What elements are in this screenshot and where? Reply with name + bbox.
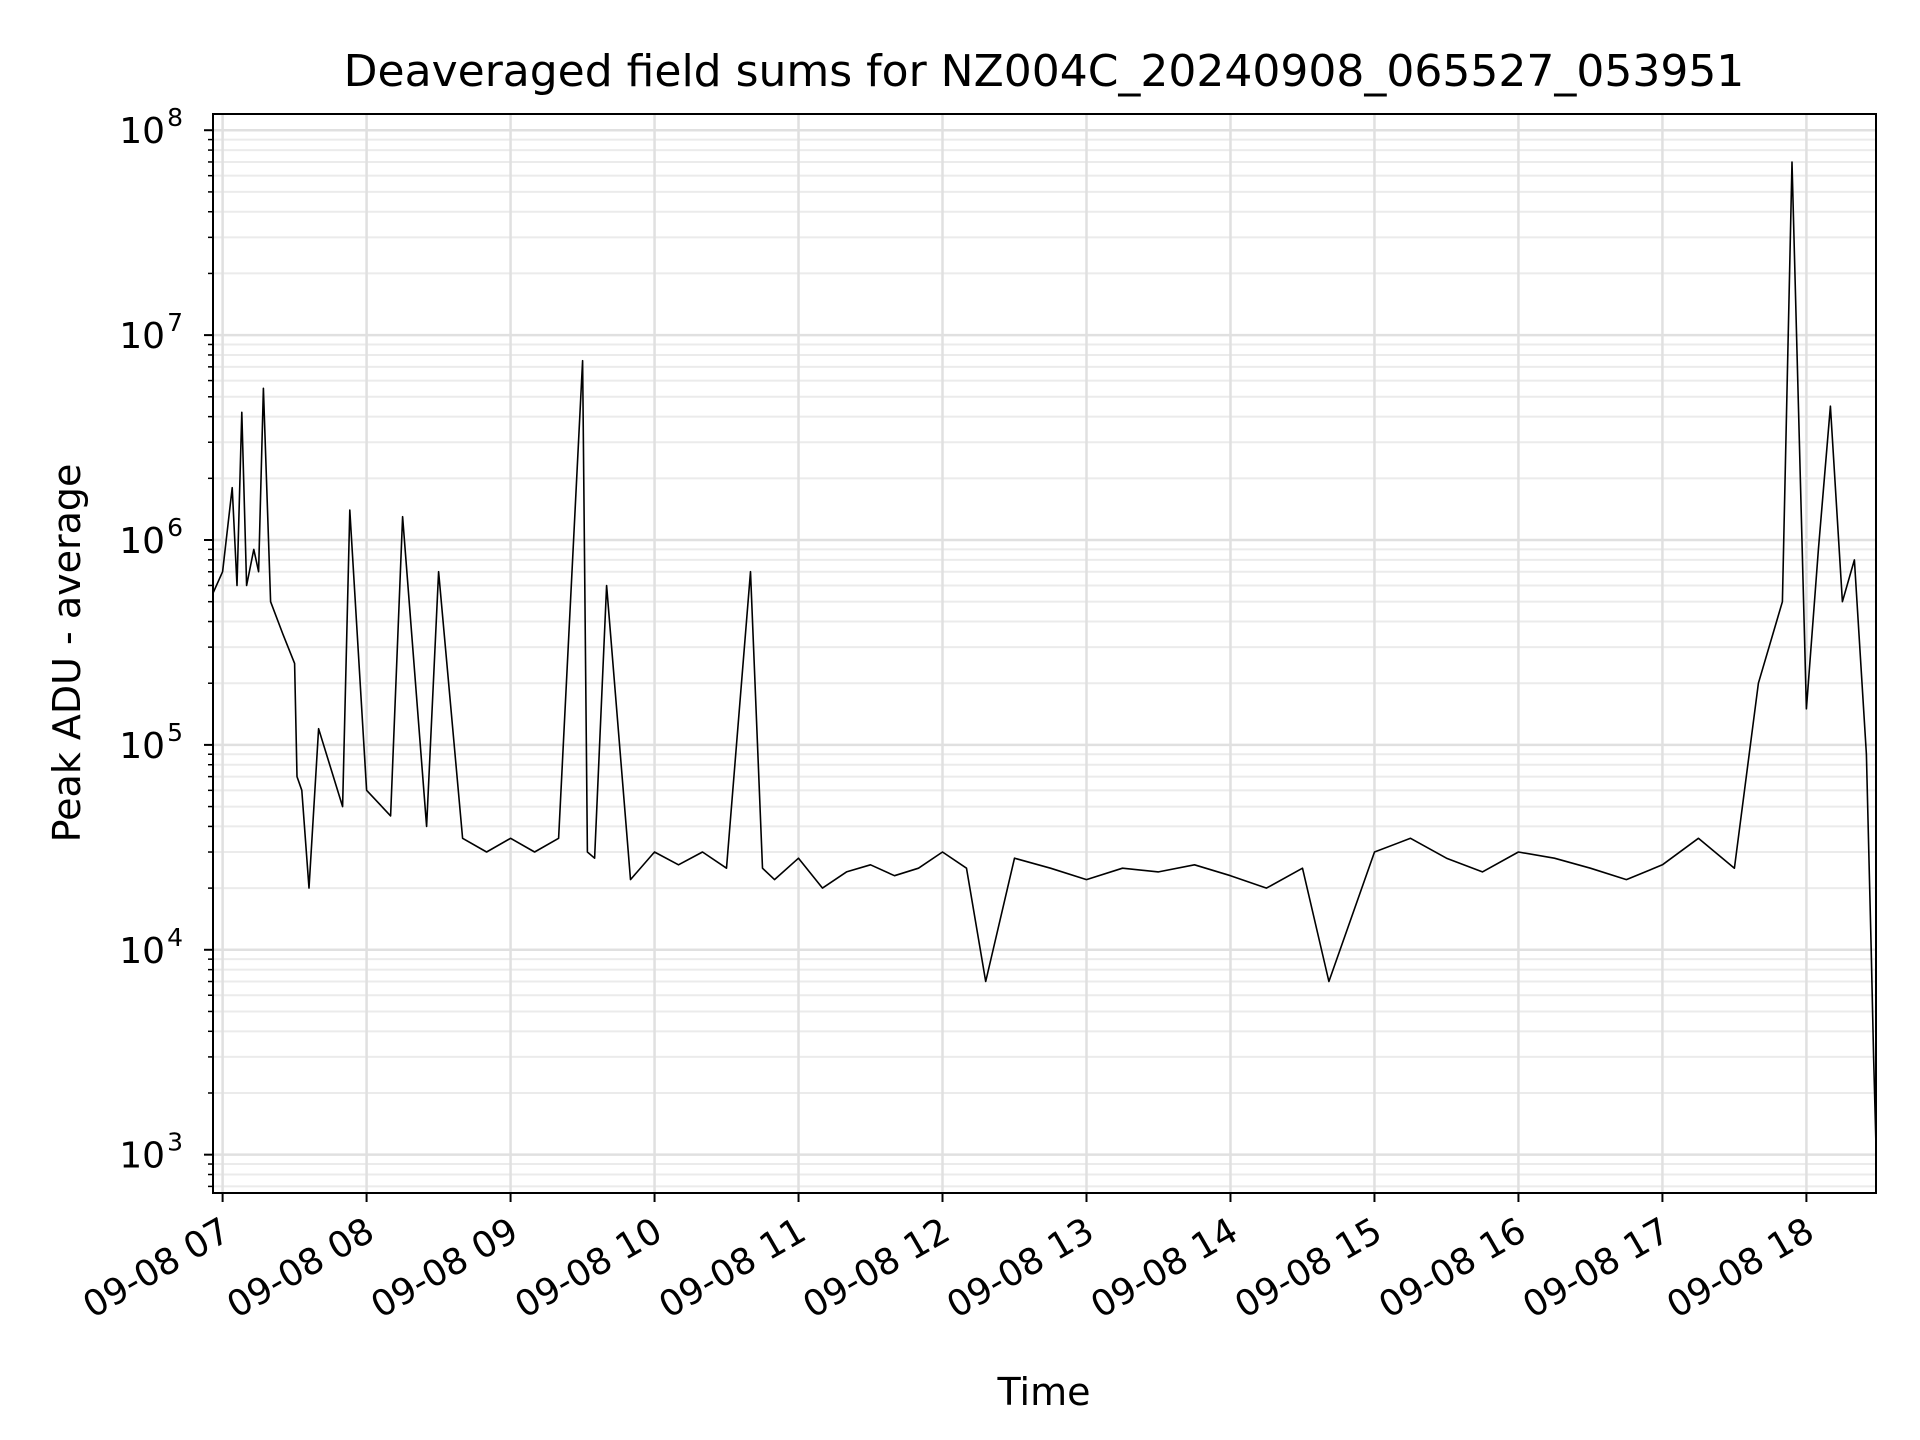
x-axis-label: Time <box>997 1370 1091 1414</box>
chart-title: Deaveraged field sums for NZ004C_2024090… <box>344 46 1745 97</box>
y-tick-label: 103 <box>119 1128 183 1177</box>
y-axis-label: Peak ADU - average <box>45 464 89 843</box>
series-line <box>213 161 1876 1147</box>
plot-area <box>213 161 1876 1147</box>
grid <box>213 114 1876 1193</box>
y-tick-label: 105 <box>119 718 183 767</box>
axes-frame <box>212 113 1877 1194</box>
